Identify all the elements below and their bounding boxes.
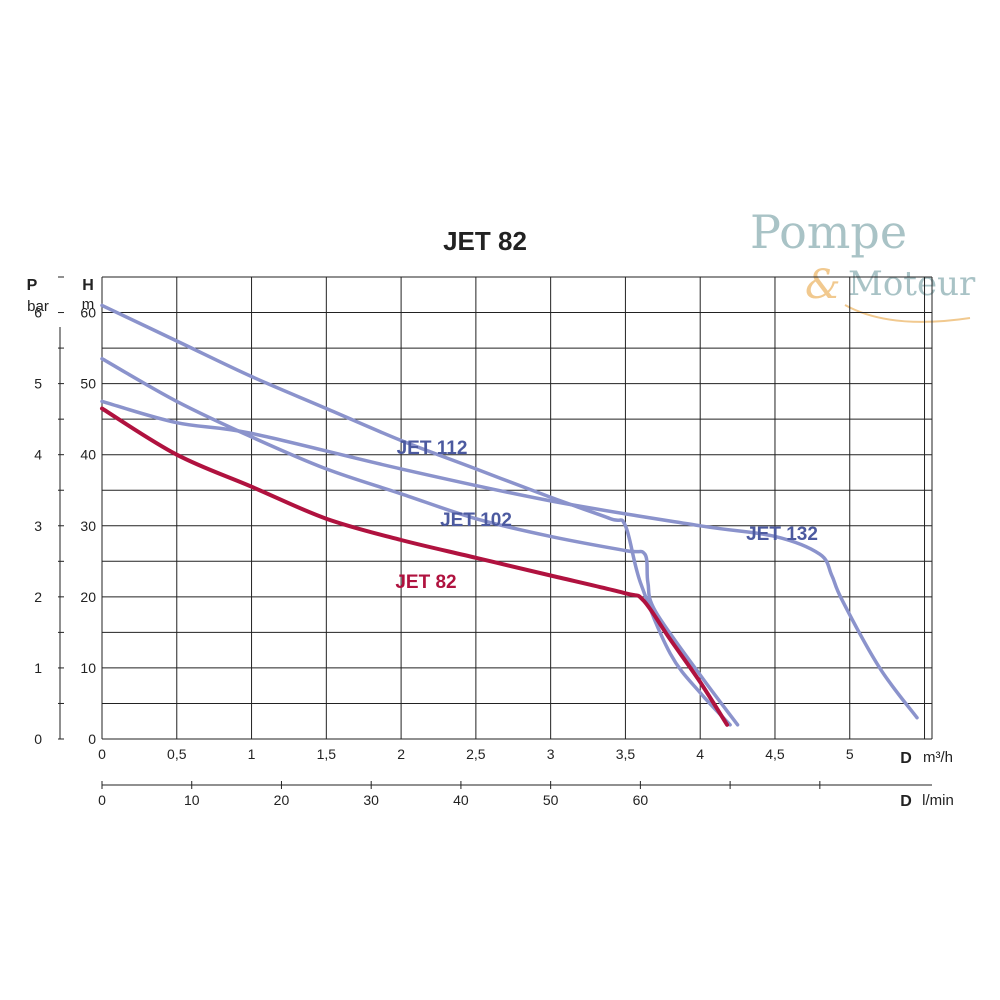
x-axis-tick-label: 2,5 [466,746,486,762]
x2-axis-symbol: D [900,793,912,810]
series-lines [100,303,919,727]
left-axis-symbol: P [27,277,38,294]
right-axis-tick-label: 0 [88,731,96,747]
right-axis-tick-label: 60 [80,305,96,321]
series-label-jet-112: JET 112 [397,438,468,459]
logo-swoosh [844,304,971,323]
x-axis-tick-label: 4,5 [765,746,785,762]
left-axis-tick-label: 1 [34,660,42,676]
x-axis-tick-label: 0 [98,746,106,762]
x2-axis-unit: l/min [922,792,954,809]
x-axis-unit: m³/h [923,749,953,766]
series-label-jet-82: JET 82 [395,572,456,593]
right-axis-tick-label: 20 [80,589,96,605]
x2-axis-tick-label: 20 [274,792,290,808]
x-axis-tick-label: 3 [547,746,555,762]
x-axis-tick-label: 3,5 [616,746,636,762]
logo-line2: Moteur [848,264,976,304]
right-axis-symbol: H [82,277,94,294]
left-axis-tick-label: 4 [34,447,42,463]
x-axis-tick-label: 0,5 [167,746,187,762]
x2-axis-tick-label: 50 [543,792,559,808]
x2-axis-tick-label: 0 [98,792,106,808]
right-axis-tick-label: 40 [80,447,96,463]
right-axis-tick-label: 10 [80,660,96,676]
right-axis-tick-label: 50 [80,376,96,392]
right-axis-tick-label: 30 [80,518,96,534]
x2-axis-tick-label: 40 [453,792,469,808]
left-axis-unit: bar [27,298,49,315]
x-axis-tick-label: 1 [248,746,256,762]
logo: Pompe & Moteur [750,205,976,323]
x-axis-symbol: D [900,750,912,767]
x-axis-tick-label: 5 [846,746,854,762]
series-line-jet-82 [100,406,730,727]
grid [101,276,933,740]
x-axis-tick-label: 2 [397,746,405,762]
left-axis-tick-label: 5 [34,376,42,392]
x2-axis-tick-label: 10 [184,792,200,808]
series-line-jet-132 [100,399,919,720]
x-axis-tick-label: 1,5 [317,746,337,762]
x-axis-title: D m³/h [900,749,953,767]
x2-axis-tick-label: 30 [363,792,379,808]
x2-axis-tick-label: 60 [633,792,649,808]
series-line-jet-112 [100,303,732,727]
logo-amp: & [805,262,841,308]
series-label-jet-102: JET 102 [440,510,512,531]
x2-axis-title: D l/min [900,792,954,810]
right-axis-unit: m [82,296,95,313]
logo-line1: Pompe [750,205,907,259]
x-axis-tick-label: 4 [696,746,704,762]
chart-title: JET 82 [443,226,527,256]
series-line-jet-102 [100,356,740,727]
left-axis-tick-label: 6 [34,305,42,321]
series-label-jet-132: JET 132 [746,524,818,545]
left-axis-tick-label: 0 [34,731,42,747]
left-axis-tick-label: 3 [34,518,42,534]
left-axis-tick-label: 2 [34,589,42,605]
